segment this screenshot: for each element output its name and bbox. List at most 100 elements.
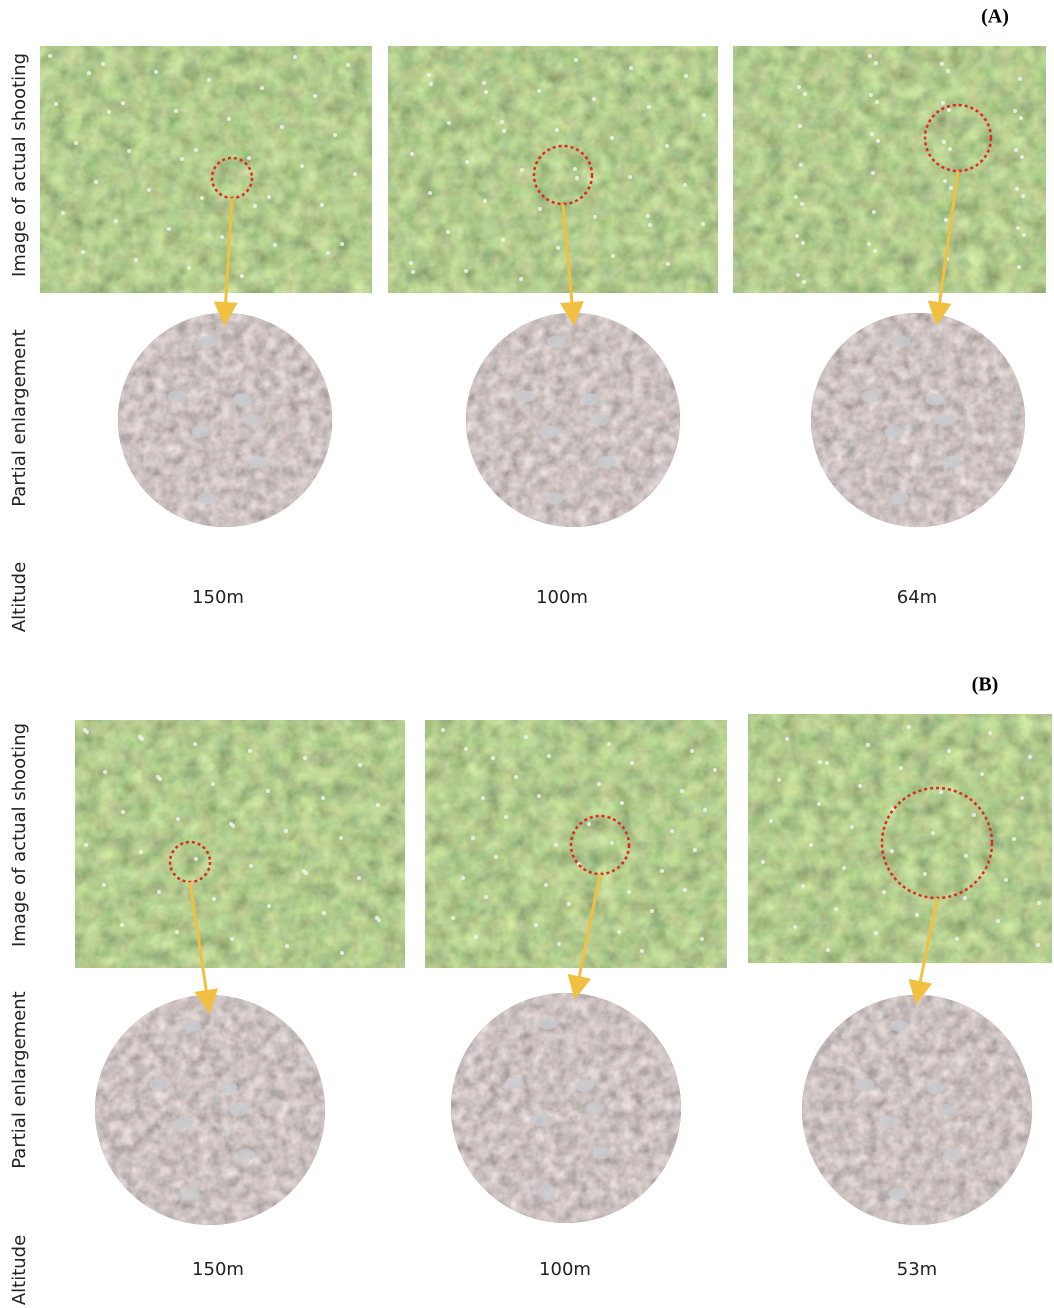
egret [628, 175, 632, 179]
egret [427, 73, 431, 77]
egret [102, 883, 106, 887]
egret [825, 761, 829, 765]
egret [777, 778, 781, 782]
egret [280, 125, 284, 129]
egret [81, 250, 85, 254]
egret [980, 772, 984, 776]
egret [948, 147, 952, 151]
egret [693, 848, 697, 852]
egret [54, 102, 58, 106]
egret [409, 261, 413, 265]
egret [1022, 233, 1026, 237]
egret [867, 242, 871, 246]
egret [939, 790, 943, 794]
egret [793, 925, 797, 929]
egret [1004, 878, 1008, 882]
nest [516, 390, 534, 402]
egret [870, 132, 874, 136]
egret [1021, 194, 1025, 198]
egret [761, 860, 765, 864]
aerial-photo-texture [40, 46, 372, 293]
egret [339, 836, 343, 840]
nest [192, 425, 210, 437]
nest [243, 414, 261, 426]
egret [899, 766, 903, 770]
egret [683, 183, 687, 187]
egret [796, 273, 800, 277]
egret [941, 101, 945, 105]
altitude: 100m [539, 1259, 591, 1280]
egret [61, 211, 65, 215]
nest [937, 1104, 955, 1116]
egret [573, 167, 577, 171]
egret [795, 234, 799, 238]
egret [646, 214, 650, 218]
egret [514, 775, 518, 779]
egret [333, 133, 337, 137]
nest [882, 1116, 900, 1128]
egret [326, 251, 330, 255]
egret [907, 725, 911, 729]
panel-label: (A) [981, 6, 1009, 28]
egret [429, 82, 433, 86]
egret [817, 802, 821, 806]
egret [200, 196, 204, 200]
egret [972, 813, 976, 817]
egret [648, 223, 652, 227]
egret [1018, 77, 1022, 81]
nest [249, 456, 267, 468]
egret [801, 241, 805, 245]
egret [101, 62, 105, 66]
egret [944, 218, 948, 222]
egret [121, 101, 125, 105]
egret [544, 883, 548, 887]
nest [892, 336, 910, 348]
nest [546, 492, 564, 504]
egret [629, 66, 633, 70]
egret [866, 743, 870, 747]
egret [650, 909, 654, 913]
nest [199, 336, 217, 348]
egret [451, 916, 455, 920]
egret [300, 164, 304, 168]
egret [803, 92, 807, 96]
egret [537, 89, 541, 93]
egret [411, 270, 415, 274]
egret [471, 836, 475, 840]
egret [134, 258, 138, 262]
row-label: Partial enlargement [9, 991, 30, 1168]
egret [610, 841, 614, 845]
egret [267, 904, 271, 908]
egret [1036, 943, 1040, 947]
egret [617, 930, 621, 934]
egret [1020, 796, 1024, 800]
egret [799, 163, 803, 167]
egret [587, 822, 591, 826]
aerial-photo-texture [425, 720, 727, 968]
row-label: Partial enlargement [9, 329, 30, 506]
egret [996, 919, 1000, 923]
egret [464, 747, 468, 751]
altitude: 150m [192, 1259, 244, 1280]
egret [874, 931, 878, 935]
nest [537, 1186, 555, 1198]
egret [943, 179, 947, 183]
egret [842, 866, 846, 870]
egret [700, 937, 704, 941]
egret [465, 160, 469, 164]
egret [273, 243, 277, 247]
egret [701, 222, 705, 226]
egret [500, 120, 504, 124]
egret [340, 951, 344, 955]
egret [670, 829, 674, 833]
egret [683, 888, 687, 892]
egret [684, 74, 688, 78]
nest [586, 1102, 604, 1114]
egret [869, 93, 873, 97]
row-label: Image of actual shooting [9, 723, 30, 947]
egret [524, 735, 528, 739]
enlargement-texture [95, 995, 325, 1225]
egret [620, 801, 624, 805]
egret [946, 69, 950, 73]
egret [267, 195, 271, 199]
